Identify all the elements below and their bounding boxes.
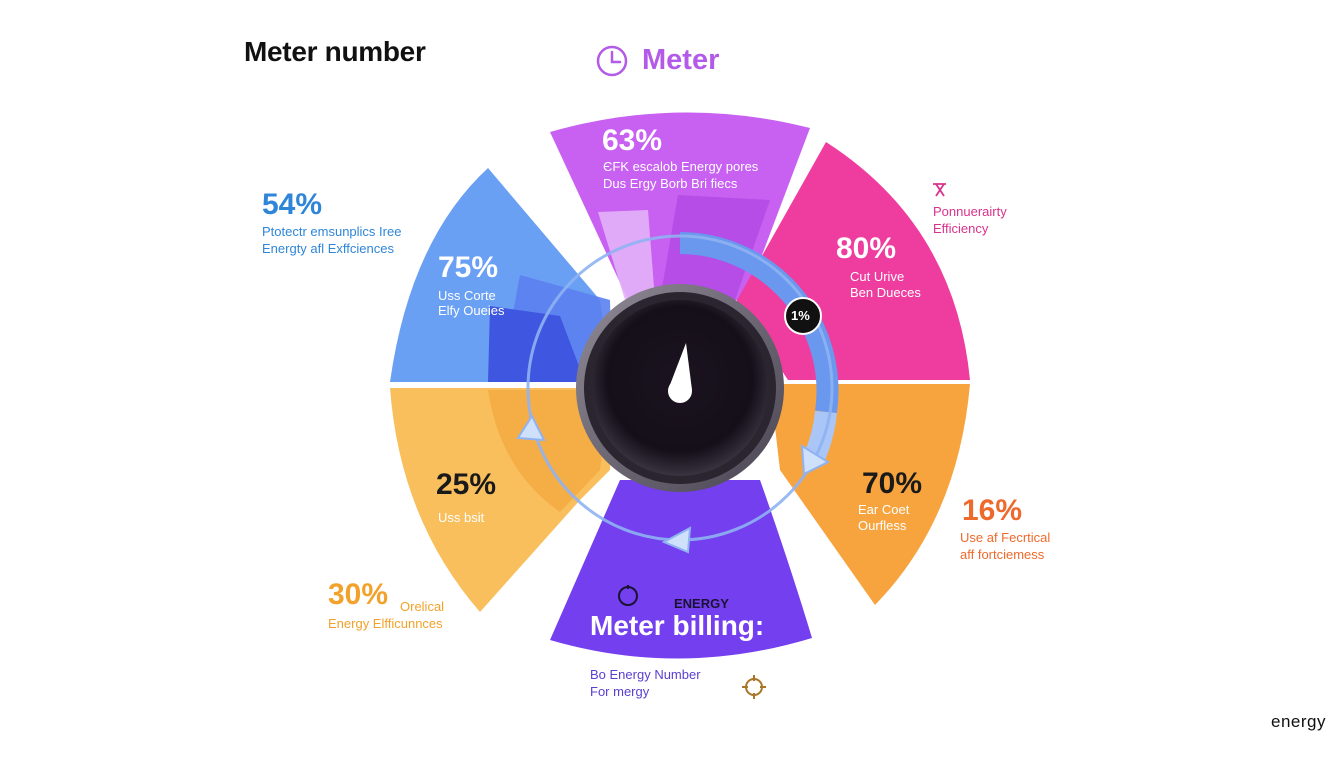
percent-badge — [784, 297, 822, 335]
yellow-segment-percent: 25% — [436, 468, 497, 501]
callout-top-left-line2: Energty afl Exffciences — [262, 241, 394, 256]
percent-badge-label: 1% — [791, 308, 810, 323]
purple-segment-line1: ЄFK escalob Energy pores — [603, 159, 759, 174]
callout-bottom-left-line2: Energy Elfficunnces — [328, 616, 443, 631]
pink-segment-percent: 80% — [836, 232, 897, 265]
violet-segment-kicker: ENERGY — [674, 596, 729, 611]
yellow-segment-line1: Uss bsit — [438, 510, 485, 525]
page-title: Meter number — [244, 36, 426, 67]
progress-arc — [679, 232, 839, 414]
arrow-head-right — [800, 444, 831, 476]
pink-segment-line1: Cut Urive — [850, 269, 905, 284]
callout-top-left-percent: 54% — [262, 188, 323, 221]
blue-segment-line1: Uss Corte — [438, 288, 496, 303]
callout-top-right-line1: Ponnuerairty — [933, 204, 1007, 219]
segment-purple-top-light — [598, 210, 655, 300]
pink-segment-line2: Ben Dueces — [850, 285, 921, 300]
callout-top-right-line2: Efficiency — [933, 221, 989, 236]
violet-segment-title: Meter billing: — [590, 610, 765, 641]
orange-segment-percent: 70% — [862, 467, 923, 500]
timer-icon — [618, 585, 638, 606]
segment-blue-left-deep — [488, 306, 585, 382]
blue-segment-percent: 75% — [438, 251, 499, 284]
arrow-head-bottom — [661, 526, 692, 554]
clock-icon — [596, 45, 628, 77]
purple-segment-line2: Dus Ergy Borb Bri fiecs — [603, 176, 738, 191]
meter-heading: Meter — [642, 44, 720, 76]
callout-bottom-center-line1: Bo Energy Number — [590, 667, 701, 682]
callout-mid-right-line2: aff fortciemess — [960, 547, 1045, 562]
orange-segment-line2: Ourfless — [858, 518, 907, 533]
dial-pivot — [668, 379, 692, 403]
target-icon — [742, 675, 766, 699]
callout-bottom-left-inline: Orelical — [400, 599, 445, 614]
callout-bottom-center-line2: For mergy — [590, 684, 650, 699]
scissors-icon — [933, 183, 946, 197]
dial-needle — [668, 343, 692, 390]
callout-top-left-line1: Ptotectr emsunplics Iree — [262, 224, 402, 239]
purple-segment-percent: 63% — [602, 124, 663, 157]
callout-mid-right-percent: 16% — [962, 494, 1023, 527]
blue-segment-line2: Elfy Oueies — [438, 303, 505, 318]
arrow-head-left — [516, 413, 546, 442]
callout-bottom-left-percent: 30% — [328, 578, 389, 611]
orange-segment-line1: Ear Coet — [858, 502, 910, 517]
segment-yellow-left-shade — [488, 390, 610, 512]
brand-wordmark: energy — [1271, 712, 1326, 731]
callout-mid-right-line1: Use af Fecrtical — [960, 530, 1051, 545]
